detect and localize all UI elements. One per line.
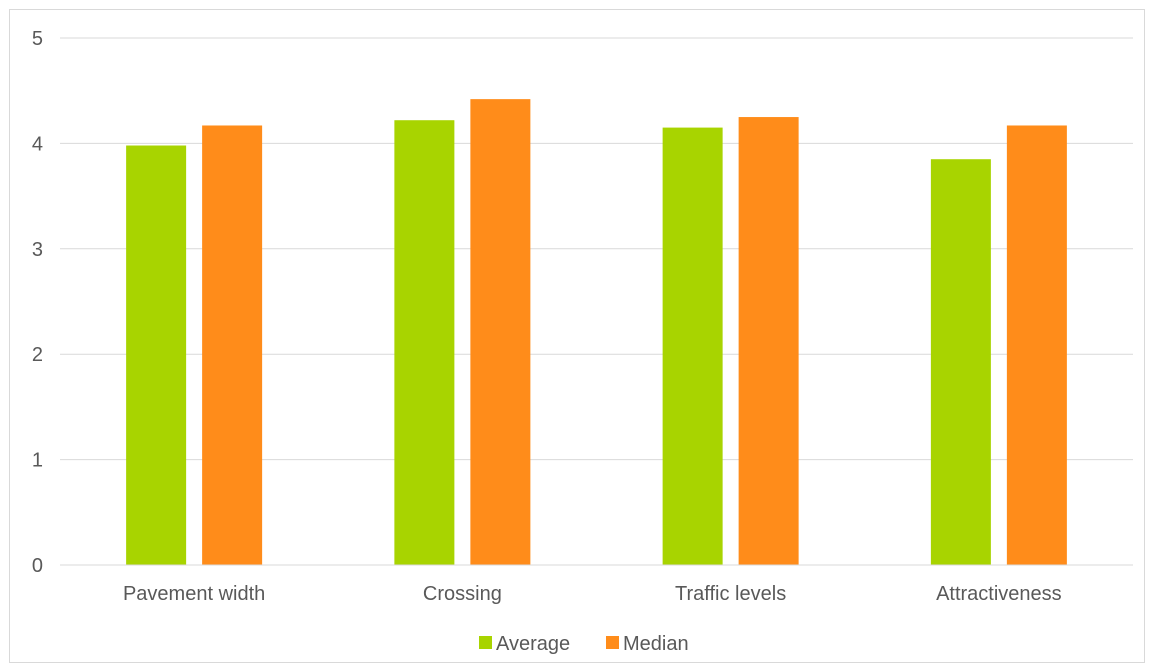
axes: 0 1 2 3 4 5 Pavement width Crossing Traffic leve… <box>32 28 1133 605</box>
bar-average-3 <box>930 159 991 565</box>
bars <box>126 99 1067 566</box>
legend-swatch-median <box>606 636 619 649</box>
y-tick-label: 2 <box>32 344 43 366</box>
bar-median-3 <box>1006 125 1067 566</box>
legend-swatch-average <box>479 636 492 649</box>
bar-median-0 <box>202 125 263 566</box>
bar-average-2 <box>662 127 723 565</box>
bar-average-1 <box>394 120 455 565</box>
bar-average-0 <box>126 145 187 565</box>
legend-label-average: Average <box>496 633 570 655</box>
x-tick-label: Attractiveness <box>936 583 1062 605</box>
y-tick-label: 0 <box>32 555 43 577</box>
y-tick-label: 1 <box>32 450 43 472</box>
y-tick-label: 3 <box>32 239 43 261</box>
y-tick-label: 5 <box>32 28 43 50</box>
x-tick-label: Pavement width <box>123 583 265 605</box>
bar-median-2 <box>738 117 799 566</box>
legend: Average Median <box>479 633 689 655</box>
bar-median-1 <box>470 99 531 565</box>
y-tick-label: 4 <box>32 133 43 155</box>
x-tick-label: Crossing <box>423 583 502 605</box>
legend-label-median: Median <box>623 633 689 655</box>
x-tick-label: Traffic levels <box>675 583 786 605</box>
